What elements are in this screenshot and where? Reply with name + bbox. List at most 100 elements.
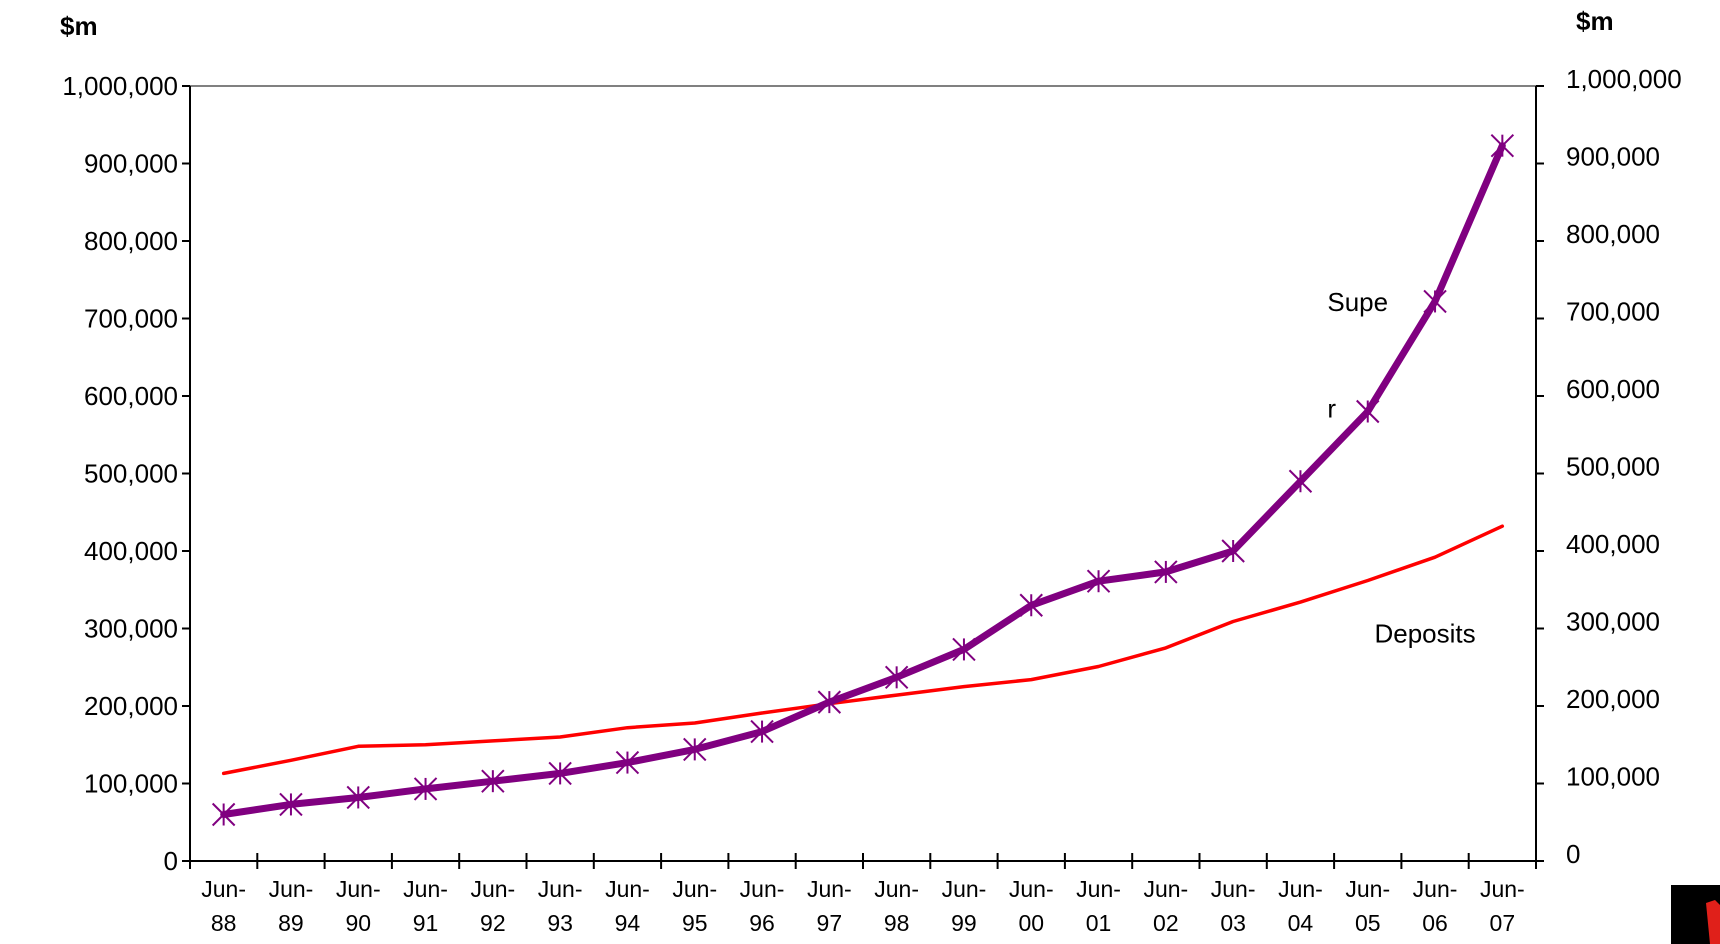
x-tick-label-line1: Jun- [605,876,650,902]
x-tick-label-line2: 92 [480,910,506,936]
super-data-marker [750,719,774,744]
x-tick-label-line2: 96 [749,910,775,936]
super-data-marker [952,637,976,662]
left-unit-label: $m [60,11,98,41]
right-y-tick-label: 800,000 [1566,219,1660,249]
right-y-tick-label: 900,000 [1566,142,1660,172]
x-tick-label: Jun- 91 [403,876,448,936]
x-tick-label-line2: 94 [615,910,641,936]
x-tick-label-line1: Jun- [942,876,987,902]
left-y-tick-label: 400,000 [84,536,178,566]
super-series-line [220,142,1506,818]
x-tick-label-line1: Jun- [874,876,919,902]
x-tick-label: Jun- 04 [1278,876,1323,936]
annotation-layer: Supe r Deposits [1327,287,1475,649]
x-tick-label: Jun- 93 [538,876,583,936]
x-tick-label: Jun- 03 [1211,876,1256,936]
x-tick-label: Jun- 07 [1480,876,1525,936]
x-tick-label-line1: Jun- [538,876,583,902]
x-tick-label: Jun- 90 [336,876,381,936]
super-data-marker [1019,593,1043,617]
super-data-marker [279,792,303,817]
super-data-marker [817,690,842,714]
super-data-marker [346,785,370,810]
corner-logo-icon [1671,885,1720,944]
x-tick-label: Jun- 01 [1076,876,1121,936]
right-y-tick-label: 400,000 [1566,529,1660,559]
x-tick-label-line2: 00 [1018,910,1044,936]
right-y-tick-label: 500,000 [1566,452,1660,482]
super-data-marker [1221,539,1245,563]
left-y-tick-label: 300,000 [84,614,178,644]
x-tick-label-line2: 97 [817,910,843,936]
x-tick-label-line2: 01 [1086,910,1112,936]
left-y-tick-label: 200,000 [84,691,178,721]
x-tick-label: Jun- 97 [807,876,852,936]
left-y-tick-label: 600,000 [84,381,178,411]
right-y-tick-label: 100,000 [1566,762,1660,792]
x-tick-label: Jun- 89 [269,876,314,936]
x-tick-label: Jun- 94 [605,876,650,936]
x-tick-label-line1: Jun- [1278,876,1323,902]
left-y-tick-label: 0 [164,846,178,876]
left-y-tick-label: 100,000 [84,769,178,799]
x-tick-label: Jun- 02 [1143,876,1188,936]
right-y-tick-label: 1,000,000 [1566,64,1682,94]
x-tick-label-line2: 93 [547,910,573,936]
x-tick-label-line2: 99 [951,910,977,936]
x-tick-label: Jun- 00 [1009,876,1054,936]
x-tick-label: Jun- 05 [1345,876,1390,936]
x-tick-label-line2: 98 [884,910,910,936]
super-data-marker [1423,289,1447,314]
x-tick-label-line2: 06 [1422,910,1448,936]
x-tick-label-line1: Jun- [1413,876,1458,902]
left-y-tick-label: 1,000,000 [62,71,178,101]
right-y-tick-label: 200,000 [1566,684,1660,714]
right-y-tick-label: 600,000 [1566,374,1660,404]
deposits-series-line [221,524,1505,776]
x-tick-label-line1: Jun- [336,876,381,902]
super-data-marker [1086,569,1111,593]
x-tick-label-line2: 02 [1153,910,1179,936]
x-tick-label-line1: Jun- [1143,876,1188,902]
left-y-tick-label: 800,000 [84,226,178,256]
left-y-tick-label: 500,000 [84,459,178,489]
super-data-marker [615,750,640,775]
x-tick-label-line2: 95 [682,910,708,936]
super-data-marker [481,769,505,793]
x-tick-label-line1: Jun- [403,876,448,902]
series-annotation: Deposits [1374,618,1475,648]
super-data-marker [1490,133,1515,158]
x-tick-label: Jun- 99 [942,876,987,936]
right-y-tick-label: 700,000 [1566,297,1660,327]
x-tick-label: Jun- 88 [201,876,246,936]
super-data-marker [1356,399,1380,424]
left-y-tick-label: 700,000 [84,304,178,334]
super-data-marker [413,777,438,801]
series-annotation: r [1327,394,1336,424]
right-unit-label: $m [1576,6,1614,36]
x-tick-label-line2: 90 [345,910,371,936]
x-tick-label-line2: 91 [413,910,439,936]
x-tick-label-line1: Jun- [1480,876,1525,902]
right-y-tick-label: 300,000 [1566,607,1660,637]
x-tick-label-line2: 07 [1490,910,1516,936]
x-tick-label-line1: Jun- [201,876,246,902]
series-layer [211,133,1515,827]
super-data-marker [683,737,707,762]
super-data-marker [211,802,236,827]
x-tick-label-line2: 89 [278,910,304,936]
super-data-marker [1288,469,1313,493]
x-tick-label-line2: 88 [211,910,237,936]
x-tick-label-line1: Jun- [807,876,852,902]
x-tick-label-line1: Jun- [1211,876,1256,902]
series-annotation: Supe [1327,287,1388,317]
x-tick-label-line1: Jun- [1076,876,1121,902]
x-tick-label-line1: Jun- [470,876,515,902]
left-y-tick-label: 900,000 [84,149,178,179]
right-y-tick-label: 0 [1566,839,1580,869]
x-tick-label: Jun- 92 [470,876,515,936]
x-tick-label: Jun- 06 [1413,876,1458,936]
